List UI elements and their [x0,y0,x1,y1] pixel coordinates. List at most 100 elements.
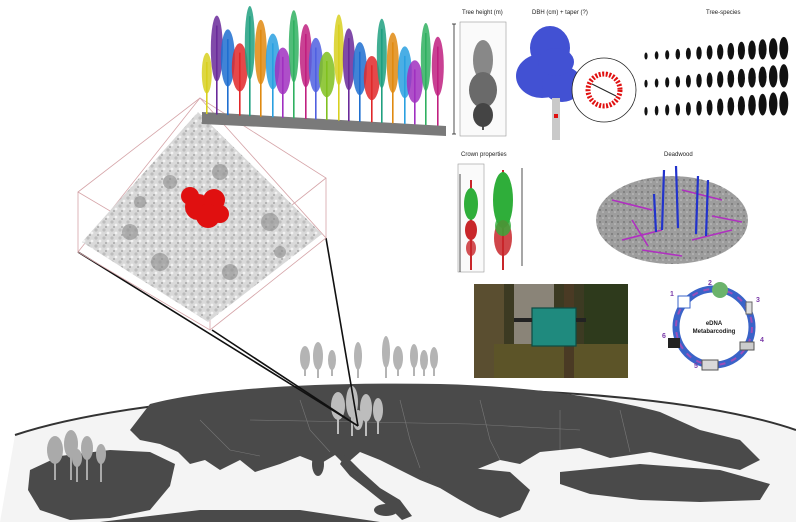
species-silhouette [748,40,756,60]
segmented-tree [288,10,299,119]
segmented-tree [244,6,255,117]
highlighted-tree [181,187,229,228]
turkey [560,464,770,502]
edna-step-5: 5 [694,363,698,370]
field-sensor-photo [474,284,628,378]
tree-silhouettes-north [300,336,438,378]
segmented-tree [299,24,312,119]
laptop-icon [701,359,719,371]
segmented-tree [220,29,235,116]
italy [340,455,412,520]
species-silhouette [748,94,756,116]
species-silhouette [768,38,778,60]
species-silhouette [758,39,767,60]
species-silhouette [696,100,702,116]
edna-step-3: 3 [756,297,760,304]
edna-step-1: 1 [670,291,674,298]
crown-tree-1 [464,180,478,270]
species-silhouette [685,47,691,60]
species-silhouette [675,76,681,88]
species-silhouette [665,104,670,116]
species-silhouette [758,66,767,88]
tree-height-panel [452,21,507,137]
monitor-icon [668,338,680,348]
edna-step-4: 4 [760,337,764,344]
segmented-tree [420,23,431,125]
segmented-tree [342,28,355,122]
species-silhouette [779,64,789,88]
tree-species-label: Tree-species [706,10,741,16]
leaf-icon [712,282,728,298]
species-silhouette [675,48,681,60]
tree-silhouettes-iberia [47,430,106,482]
segmented-tree [210,15,223,115]
sequencer-icon [739,341,755,351]
species-silhouette [768,65,778,88]
species-silhouette [727,97,735,116]
segmented-tree [386,32,399,124]
segmented-tree [201,52,212,114]
segmented-tree [254,19,267,117]
species-silhouette [779,91,789,116]
species-silhouette [727,70,735,88]
species-silhouette [685,74,691,88]
dbh-label: DBH (cm) + taper (?) [532,10,588,16]
species-silhouette [644,52,648,60]
deadwood-panel [596,165,748,264]
species-silhouette [654,78,659,88]
segmented-trees-transect [201,6,446,136]
map-tree-silhouettes [47,336,438,482]
species-silhouette [675,103,681,116]
edna-step-icons [668,282,755,371]
species-silhouette [685,102,691,116]
crown-properties-panel [457,163,523,273]
species-silhouette [717,98,724,116]
species-silhouette [706,99,713,116]
species-silhouette [696,73,702,88]
segmented-tree [231,43,248,116]
species-silhouette [696,46,702,60]
africa-coast [100,510,380,522]
tree-species-panel [644,36,789,116]
crown-properties-label: Crown properties [461,152,507,158]
segmented-tree [376,18,387,123]
species-silhouette [717,44,724,60]
deadwood-logs [611,189,743,257]
segmented-tree [352,42,367,122]
edna-title-line1: eDNA [706,321,723,327]
species-silhouette [706,45,713,60]
species-silhouette [779,36,789,60]
sicily [374,504,398,516]
species-silhouette [654,51,659,60]
standing-dead-stems [652,165,710,237]
species-silhouette [717,71,724,88]
balkans [420,468,530,518]
tube-icon [745,301,753,315]
species-silhouette [737,68,745,88]
forest-plot-point-cloud [77,97,327,331]
species-silhouette [737,96,745,116]
sampling-icon [677,295,691,309]
species-silhouette [654,105,659,116]
species-silhouette [665,50,670,60]
species-silhouette [644,106,648,116]
crown-tree-2 [493,170,513,270]
species-silhouette [665,77,670,88]
iberia [28,450,175,520]
species-silhouette [758,93,767,116]
edna-metabarcoding-cycle: eDNA Metabarcoding 1 2 3 4 5 6 [662,280,764,371]
species-silhouette [737,41,745,60]
single-tree-point-cloud [469,40,497,130]
europe-landmass [130,383,760,488]
edna-step-2: 2 [708,280,712,287]
species-silhouette [644,79,648,88]
species-silhouette [768,92,778,116]
segmented-tree [406,60,423,125]
tree-height-label: Tree height (m) [462,10,503,16]
segmented-tree [363,55,380,123]
deadwood-label: Deadwood [664,152,693,158]
stem-circle-fit [585,71,623,109]
sardinia [312,452,324,476]
segmented-tree [431,36,444,126]
